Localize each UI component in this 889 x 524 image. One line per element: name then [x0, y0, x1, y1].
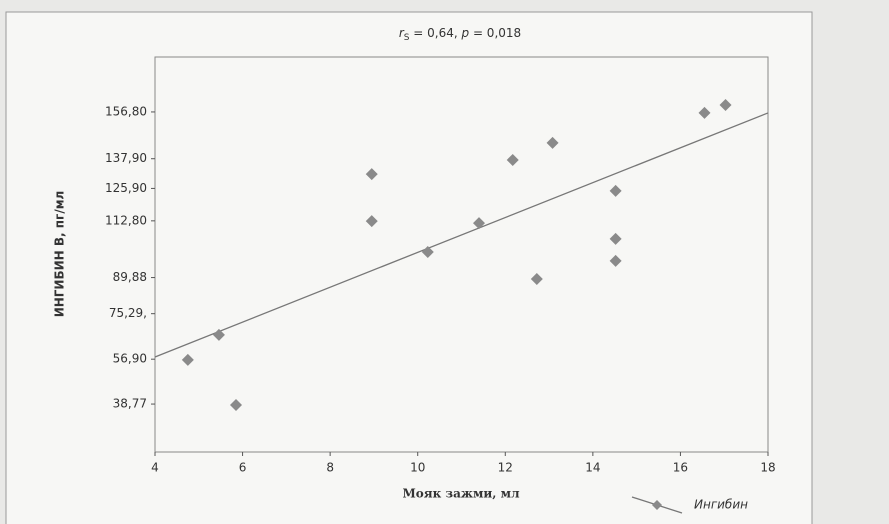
point [698, 106, 711, 119]
x-tick-label: 6 [239, 461, 247, 475]
y-tick-label: 112,80 [105, 213, 147, 227]
point [365, 168, 378, 181]
point [365, 215, 378, 228]
legend-symbol [652, 500, 662, 510]
x-tick-label: 16 [673, 461, 688, 475]
title-part: r [399, 26, 405, 40]
x-tick-label: 8 [326, 461, 334, 475]
x-tick-label: 10 [410, 461, 425, 475]
plot-area [154, 56, 769, 453]
point [421, 246, 434, 259]
y-tick-label: 137,90 [105, 151, 147, 165]
title-part: = 0,018 [469, 26, 521, 40]
title-part: p [461, 26, 470, 40]
point [719, 99, 732, 112]
point [506, 153, 519, 166]
point [181, 353, 194, 366]
point [609, 232, 622, 245]
point [546, 136, 559, 149]
y-tick-label: 75,29, [109, 306, 147, 320]
x-tick-label: 14 [585, 461, 600, 475]
point [609, 254, 622, 267]
trend-line [154, 112, 769, 358]
point [473, 217, 486, 230]
y-axis-label: ИНГИБИН В, пг/мл [53, 191, 67, 318]
y-tick-label: 125,90 [105, 181, 147, 195]
title-part: S [404, 33, 410, 43]
x-tick-label: 4 [151, 461, 159, 475]
point [609, 184, 622, 197]
chart-title: rS = 0,64, p = 0,018 [399, 26, 521, 43]
x-tick-label: 12 [498, 461, 513, 475]
y-tick-label: 156,80 [105, 104, 147, 118]
y-tick-label: 56,90 [113, 352, 147, 366]
point [212, 328, 225, 341]
y-tick-label: 38,77 [113, 397, 147, 411]
chart-frame [5, 11, 813, 524]
x-axis-label: Мояк зажми, мл [402, 487, 520, 501]
point [230, 398, 243, 411]
title-part: = 0,64, [409, 26, 461, 40]
point [530, 273, 543, 286]
x-tick-label: 18 [760, 461, 775, 475]
legend-label: Ингибин [694, 498, 748, 512]
y-tick-label: 89,88 [113, 270, 147, 284]
